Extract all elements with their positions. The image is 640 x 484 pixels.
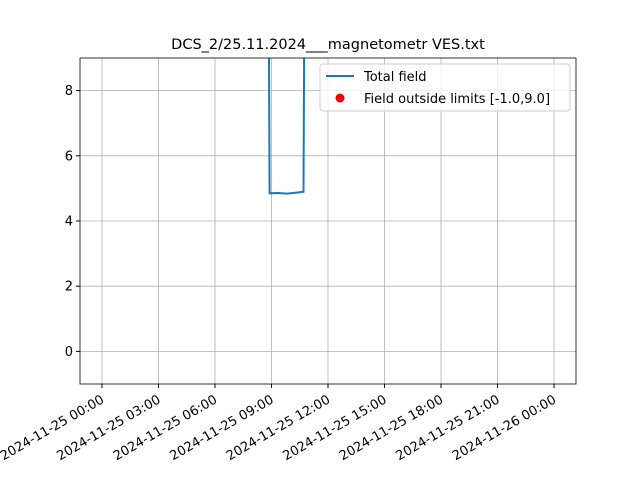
legend-label: Total field	[363, 70, 427, 85]
legend-box	[319, 63, 571, 112]
plot-area	[268, 58, 306, 195]
x-tick-label: 2024-11-25 18:00	[337, 392, 446, 464]
x-tick-label: 2024-11-25 12:00	[224, 392, 333, 464]
x-tick-label: 2024-11-25 15:00	[281, 392, 390, 464]
x-tick-label: 2024-11-25 03:00	[55, 392, 164, 464]
x-tick-label: 2024-11-25 21:00	[394, 392, 503, 464]
chart-title: DCS_2/25.11.2024___magnetometr VES.txt	[171, 37, 485, 53]
y-tick-label: 8	[65, 84, 73, 99]
legend-swatch	[335, 93, 345, 103]
line-series	[268, 58, 306, 195]
legend-label: Field outside limits [-1.0,9.0]	[364, 92, 550, 107]
x-tick-label: 2024-11-25 09:00	[168, 392, 277, 464]
x-tick-label: 2024-11-25 06:00	[111, 392, 220, 464]
x-tick-label: 2024-11-26 00:00	[450, 392, 559, 464]
y-tick-label: 4	[65, 215, 73, 230]
plot-frame	[79, 57, 577, 385]
y-tick-label: 6	[65, 149, 73, 164]
y-tick-label: 0	[65, 345, 73, 360]
y-tick-label: 2	[65, 280, 73, 295]
x-tick-label: 2024-11-25 00:00	[0, 392, 107, 464]
